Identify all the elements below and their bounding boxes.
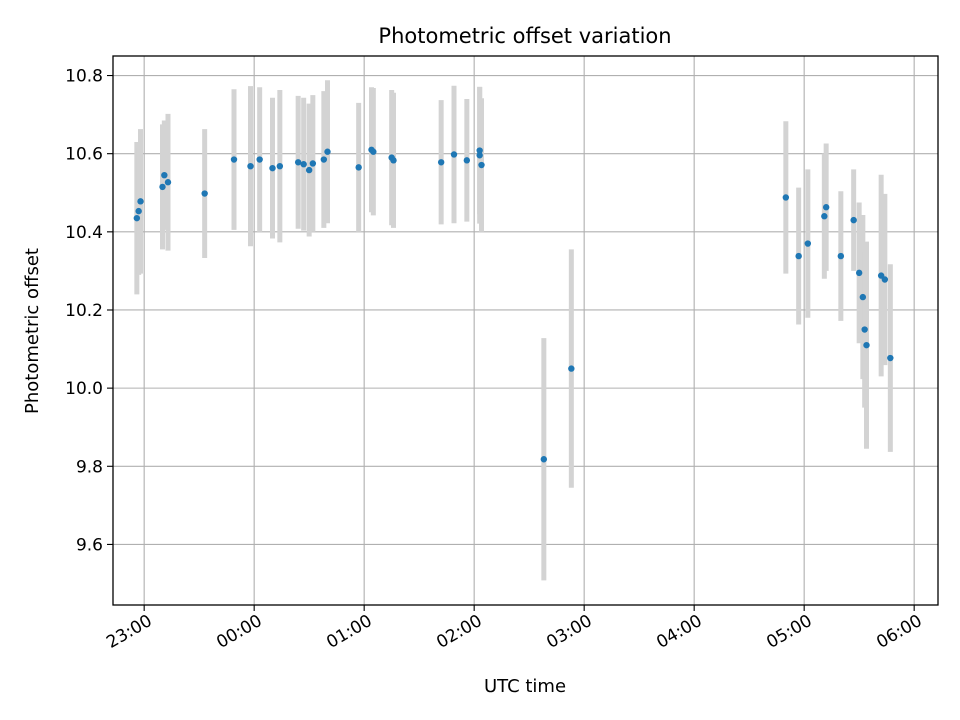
data-point [450, 151, 458, 158]
data-point [161, 171, 168, 179]
data-point [478, 161, 485, 169]
data-point [276, 162, 284, 170]
data-point [859, 293, 867, 301]
data-point [887, 354, 894, 362]
data-point [861, 326, 868, 333]
data-point [850, 216, 857, 224]
data-points [133, 146, 894, 463]
data-point [476, 152, 483, 159]
data-point [256, 156, 263, 163]
data-point [782, 194, 790, 201]
data-point [300, 161, 307, 168]
gridlines [113, 56, 938, 605]
data-point [476, 147, 483, 154]
data-point [568, 365, 575, 372]
data-point [390, 157, 397, 164]
y-tick-label: 9.8 [76, 457, 103, 477]
data-point [135, 207, 142, 215]
data-point [795, 252, 802, 260]
y-tick-label: 10.8 [65, 67, 103, 87]
data-point [437, 159, 445, 166]
data-point [201, 190, 208, 197]
data-point [309, 160, 317, 167]
plot-area [113, 56, 938, 605]
x-axis-title: UTC time [484, 676, 566, 697]
data-point [855, 269, 863, 277]
data-point [821, 213, 828, 220]
data-point [164, 179, 172, 186]
y-tick-label: 10.2 [65, 301, 103, 321]
data-point [822, 204, 830, 211]
y-axis: 9.6 9.8 10.0 10.2 10.4 10.6 10.8 [65, 67, 113, 555]
data-point [133, 214, 141, 222]
data-point [294, 159, 302, 166]
data-point [370, 148, 377, 155]
y-tick-label: 9.6 [76, 535, 103, 555]
y-tick-label: 10.6 [65, 145, 103, 165]
data-point [305, 166, 313, 174]
data-point [837, 252, 845, 260]
data-point [320, 156, 328, 163]
data-point [230, 156, 238, 163]
plot-frame [112, 55, 939, 606]
data-point [540, 456, 548, 463]
chart-title: Photometric offset variation [378, 24, 671, 48]
data-point [269, 164, 276, 172]
data-point [137, 198, 144, 205]
data-point [463, 157, 471, 164]
data-point [804, 240, 812, 247]
data-point [247, 162, 254, 170]
data-point [159, 183, 166, 191]
data-point [863, 341, 870, 349]
data-point [881, 276, 889, 283]
y-tick-label: 10.4 [65, 223, 103, 243]
y-axis-title: Photometric offset [22, 248, 43, 414]
y-tick-label: 10.0 [65, 379, 103, 399]
data-point [355, 164, 362, 171]
data-point [324, 148, 331, 155]
